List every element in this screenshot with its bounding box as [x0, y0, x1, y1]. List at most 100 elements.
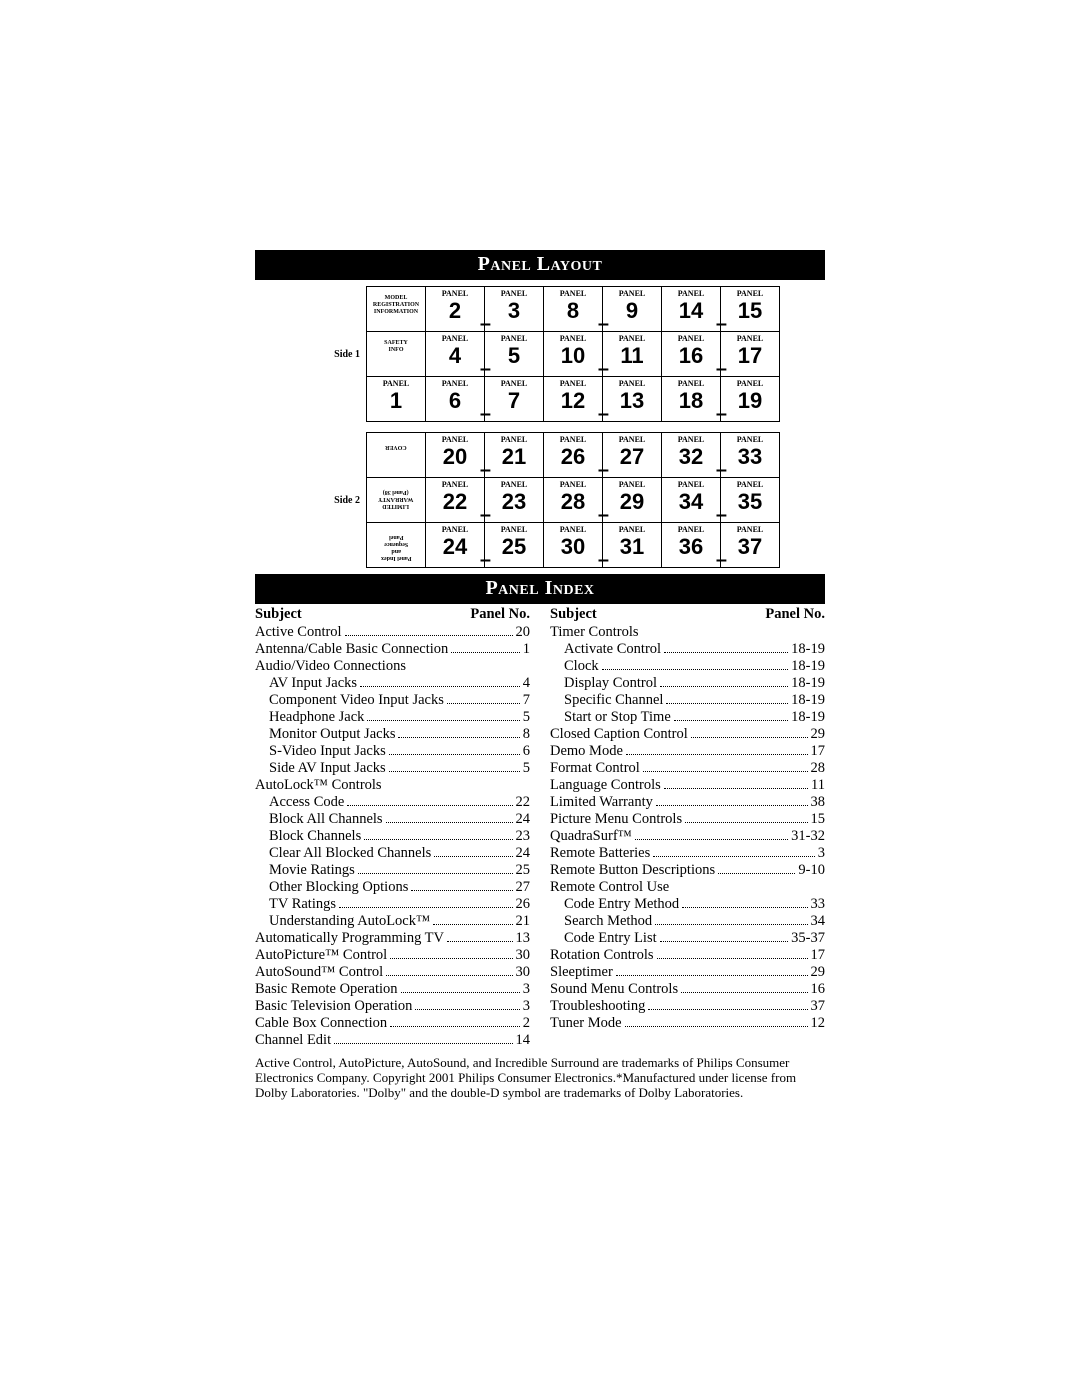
panel-cell: PANEL11 [603, 332, 662, 377]
index-entry: Headphone Jack5 [255, 709, 530, 726]
panel-cell: PANEL17 [721, 332, 780, 377]
index-pageno: 18-19 [791, 709, 825, 726]
index-entry: Timer Controls [550, 624, 825, 641]
index-subject: Demo Mode [550, 743, 623, 760]
index-column-left: Subject Panel No. Active Control20Antenn… [255, 606, 530, 1049]
index-pageno: 18-19 [791, 675, 825, 692]
index-entry: Closed Caption Control29 [550, 726, 825, 743]
footnote: Active Control, AutoPicture, AutoSound, … [255, 1049, 825, 1100]
index-entry: Remote Control Use [550, 879, 825, 896]
index-pageno: 11 [811, 777, 825, 794]
index-subject: Closed Caption Control [550, 726, 688, 743]
index-subject: Basic Remote Operation [255, 981, 398, 998]
index-pageno: 38 [811, 794, 826, 811]
index-entry: Language Controls 11 [550, 777, 825, 794]
index-entry: AutoSound™ Control30 [255, 964, 530, 981]
index-subject: Block Channels [269, 828, 361, 845]
index-entry: Understanding AutoLock™21 [255, 913, 530, 930]
panel-cell: LIMITED WARRANTY (Panel 38) [367, 478, 426, 523]
index-subject: Format Control [550, 760, 640, 777]
index-subject: Channel Edit [255, 1032, 331, 1049]
panel-index-title: Panel Index [255, 574, 825, 604]
index-entry: Automatically Programming TV13 [255, 930, 530, 947]
index-entry: Other Blocking Options 27 [255, 879, 530, 896]
index-subject: Language Controls [550, 777, 661, 794]
index-subject: Active Control [255, 624, 342, 641]
panel-cell: PANEL7 [485, 377, 544, 422]
index-entry: Access Code22 [255, 794, 530, 811]
index-subject: Remote Control Use [550, 879, 669, 896]
panel-cell: PANEL25 [485, 523, 544, 568]
index-pageno: 4 [523, 675, 530, 692]
panel-cell: PANEL8– [544, 287, 603, 332]
page: Panel Layout Side 1 MODEL REGISTRATION I… [0, 0, 1080, 1397]
col-header-panelno: Panel No. [765, 606, 825, 623]
panel-cell: PANEL2– [426, 287, 485, 332]
index-subject: Display Control [564, 675, 657, 692]
index-subject: Activate Control [564, 641, 661, 658]
panel-cell: PANEL19 [721, 377, 780, 422]
index-subject: Other Blocking Options [269, 879, 408, 896]
index-pageno: 14 [516, 1032, 531, 1049]
index-subject: S-Video Input Jacks [269, 743, 386, 760]
index-pageno: 13 [516, 930, 531, 947]
index-entry: Remote Button Descriptions9-10 [550, 862, 825, 879]
panel-cell: PANEL23 [485, 478, 544, 523]
index-entry: Channel Edit 14 [255, 1032, 530, 1049]
index-subject: Clear All Blocked Channels [269, 845, 431, 862]
panel-cell: PANEL32– [662, 433, 721, 478]
side1-table: MODEL REGISTRATION INFORMATIONPANEL2–PAN… [366, 286, 780, 422]
index-subject: Remote Batteries [550, 845, 650, 862]
index-subject: Clock [564, 658, 599, 675]
index-pageno: 1 [523, 641, 530, 658]
index-subject: Specific Channel [564, 692, 663, 709]
index-subject: Monitor Output Jacks [269, 726, 395, 743]
panel-cell: PANEL5 [485, 332, 544, 377]
index-entry: Monitor Output Jacks8 [255, 726, 530, 743]
index-column-right: Subject Panel No. Timer ControlsActivate… [550, 606, 825, 1049]
index-entry: Basic Television Operation3 [255, 998, 530, 1015]
panel-cell: PANEL15 [721, 287, 780, 332]
panel-cell: Panel Index and Sequence Panel [367, 523, 426, 568]
index-entry: Clear All Blocked Channels24 [255, 845, 530, 862]
index-pageno: 33 [811, 896, 826, 913]
index-pageno: 22 [516, 794, 531, 811]
index-pageno: 3 [818, 845, 825, 862]
index-entry: Specific Channel18-19 [550, 692, 825, 709]
index-pageno: 28 [811, 760, 826, 777]
index-entry: Troubleshooting37 [550, 998, 825, 1015]
index-entry: Start or Stop Time18-19 [550, 709, 825, 726]
panel-layout-title: Panel Layout [255, 250, 825, 280]
panel-cell: PANEL9 [603, 287, 662, 332]
panel-cell: PANEL35 [721, 478, 780, 523]
panel-cell: PANEL6– [426, 377, 485, 422]
index-pageno: 27 [516, 879, 531, 896]
panel-cell: PANEL30– [544, 523, 603, 568]
index-entry: Active Control20 [255, 624, 530, 641]
panel-cell: PANEL33 [721, 433, 780, 478]
index-entry: Search Method34 [550, 913, 825, 930]
panel-cell: MODEL REGISTRATION INFORMATION [367, 287, 426, 332]
index-entry: TV Ratings26 [255, 896, 530, 913]
panel-cell: PANEL4– [426, 332, 485, 377]
index-pageno: 35-37 [791, 930, 825, 947]
index-entry: AutoLock™ Controls [255, 777, 530, 794]
panel-layout-diagram: Side 1 MODEL REGISTRATION INFORMATIONPAN… [255, 280, 825, 574]
index-entry: Block All Channels24 [255, 811, 530, 828]
index-pageno: 18-19 [791, 641, 825, 658]
index-subject: Sound Menu Controls [550, 981, 678, 998]
index-subject: Audio/Video Connections [255, 658, 406, 675]
panel-cell: PANEL26– [544, 433, 603, 478]
col-header-subject: Subject [255, 606, 302, 623]
panel-cell: PANEL31 [603, 523, 662, 568]
index-subject: Tuner Mode [550, 1015, 622, 1032]
index-entry: QuadraSurf™31-32 [550, 828, 825, 845]
panel-cell: PANEL24– [426, 523, 485, 568]
index-subject: Antenna/Cable Basic Connection [255, 641, 448, 658]
index-subject: Timer Controls [550, 624, 639, 641]
panel-cell: PANEL3 [485, 287, 544, 332]
index-entry: Block Channels23 [255, 828, 530, 845]
index-subject: AutoPicture™ Control [255, 947, 387, 964]
index-subject: AV Input Jacks [269, 675, 357, 692]
index-subject: QuadraSurf™ [550, 828, 632, 845]
